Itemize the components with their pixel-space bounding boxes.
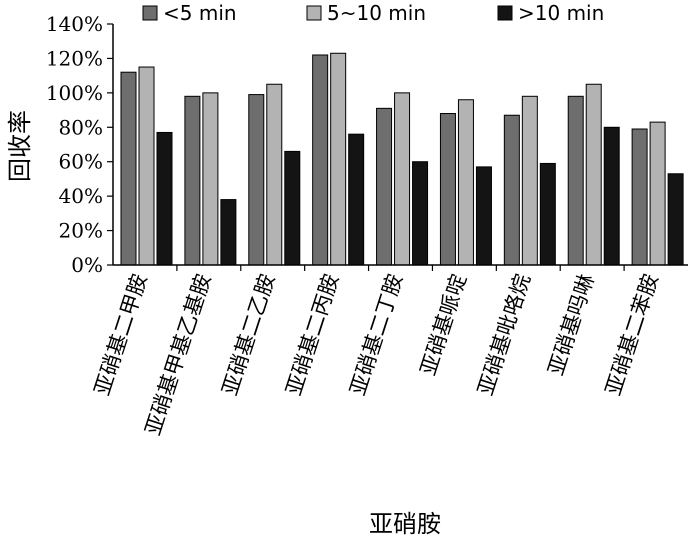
x-category-label: 亚硝基吡咯烷 [473,271,535,398]
bar-1-7 [503,114,520,266]
bar-1-4 [312,54,329,266]
bar-2-4 [330,52,347,266]
x-category-label: 亚硝基二丁胺 [345,271,407,398]
legend-label-3: >10 min [518,1,604,25]
bar-1-5 [376,107,393,266]
x-category-label: 亚硝基二甲胺 [90,271,152,398]
legend: <5 min 5~10 min >10 min [142,1,604,25]
bar-1-3 [248,94,265,266]
bars [120,52,684,266]
bar-3-9 [667,173,684,266]
bar-3-3 [284,150,301,266]
bar-2-8 [585,83,602,266]
bar-3-1 [156,131,173,266]
x-category-label: 亚硝基二苯胺 [601,271,663,398]
bar-3-4 [348,133,365,266]
x-category-label: 亚硝基二丙胺 [282,271,344,398]
x-category-label: 亚硝基哌啶 [416,271,471,378]
y-tick-label: 120% [46,46,103,70]
axes [112,24,688,271]
legend-swatch-2 [306,5,322,21]
x-axis-title: 亚硝胺 [369,510,441,538]
bar-2-6 [457,99,474,266]
legend-swatch-3 [497,5,513,21]
bar-1-6 [439,113,456,266]
bar-3-7 [539,162,556,266]
y-tick-label: 100% [46,81,103,105]
x-category-label: 亚硝基吗啉 [544,271,599,378]
x-category-label: 亚硝基二乙胺 [218,271,280,398]
y-tick-label: 80% [59,115,103,139]
y-tick-label: 20% [59,219,103,243]
x-category-label: 亚硝基甲基乙基胺 [141,271,216,438]
bar-1-9 [631,128,648,266]
bar-3-5 [412,161,429,266]
bar-3-8 [603,126,620,266]
bar-2-3 [266,83,283,266]
bar-2-1 [138,66,155,266]
bar-2-9 [649,121,666,266]
bar-3-6 [475,166,492,266]
y-axis-title: 回收率 [6,110,34,182]
bar-2-7 [521,95,538,266]
bar-1-8 [567,95,584,266]
legend-label-2: 5~10 min [327,1,426,25]
bar-1-2 [184,95,201,266]
y-ticks: 0% 20% 40% 60% 80% 100% 120% 140% [46,12,113,277]
legend-label-1: <5 min [163,1,237,25]
y-tick-label: 60% [59,150,103,174]
y-tick-label: 40% [59,184,103,208]
y-tick-label: 0% [71,253,103,277]
legend-swatch-1 [142,5,158,21]
y-tick-label: 140% [46,12,103,36]
bar-2-2 [202,92,219,266]
bar-3-2 [220,199,237,266]
bar-1-1 [120,71,137,266]
bar-2-5 [394,92,411,266]
